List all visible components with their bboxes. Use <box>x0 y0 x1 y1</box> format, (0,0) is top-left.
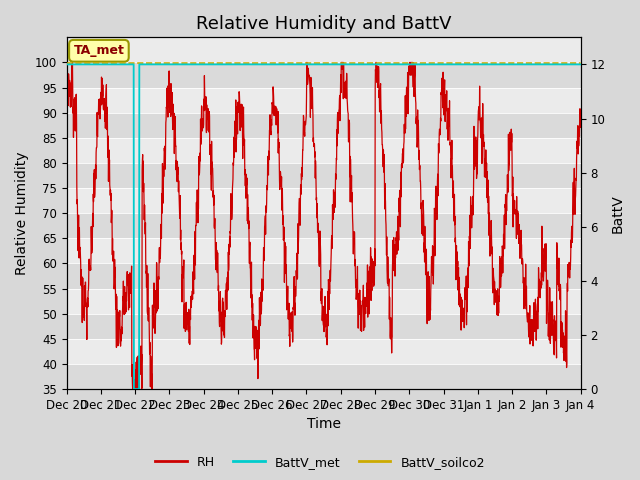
Bar <box>67 339 580 364</box>
Bar <box>67 213 580 239</box>
Legend: RH, BattV_met, BattV_soilco2: RH, BattV_met, BattV_soilco2 <box>150 451 490 474</box>
Bar <box>67 62 580 87</box>
Text: TA_met: TA_met <box>74 44 124 57</box>
Bar <box>67 188 580 213</box>
X-axis label: Time: Time <box>307 418 340 432</box>
Y-axis label: Relative Humidity: Relative Humidity <box>15 152 29 275</box>
Bar <box>67 264 580 288</box>
Bar <box>67 113 580 138</box>
Bar <box>67 163 580 188</box>
Bar <box>67 239 580 264</box>
Title: Relative Humidity and BattV: Relative Humidity and BattV <box>196 15 451 33</box>
Bar <box>67 138 580 163</box>
Bar <box>67 364 580 389</box>
Y-axis label: BattV: BattV <box>611 194 625 233</box>
Bar <box>67 87 580 113</box>
Bar <box>67 314 580 339</box>
Bar <box>67 288 580 314</box>
